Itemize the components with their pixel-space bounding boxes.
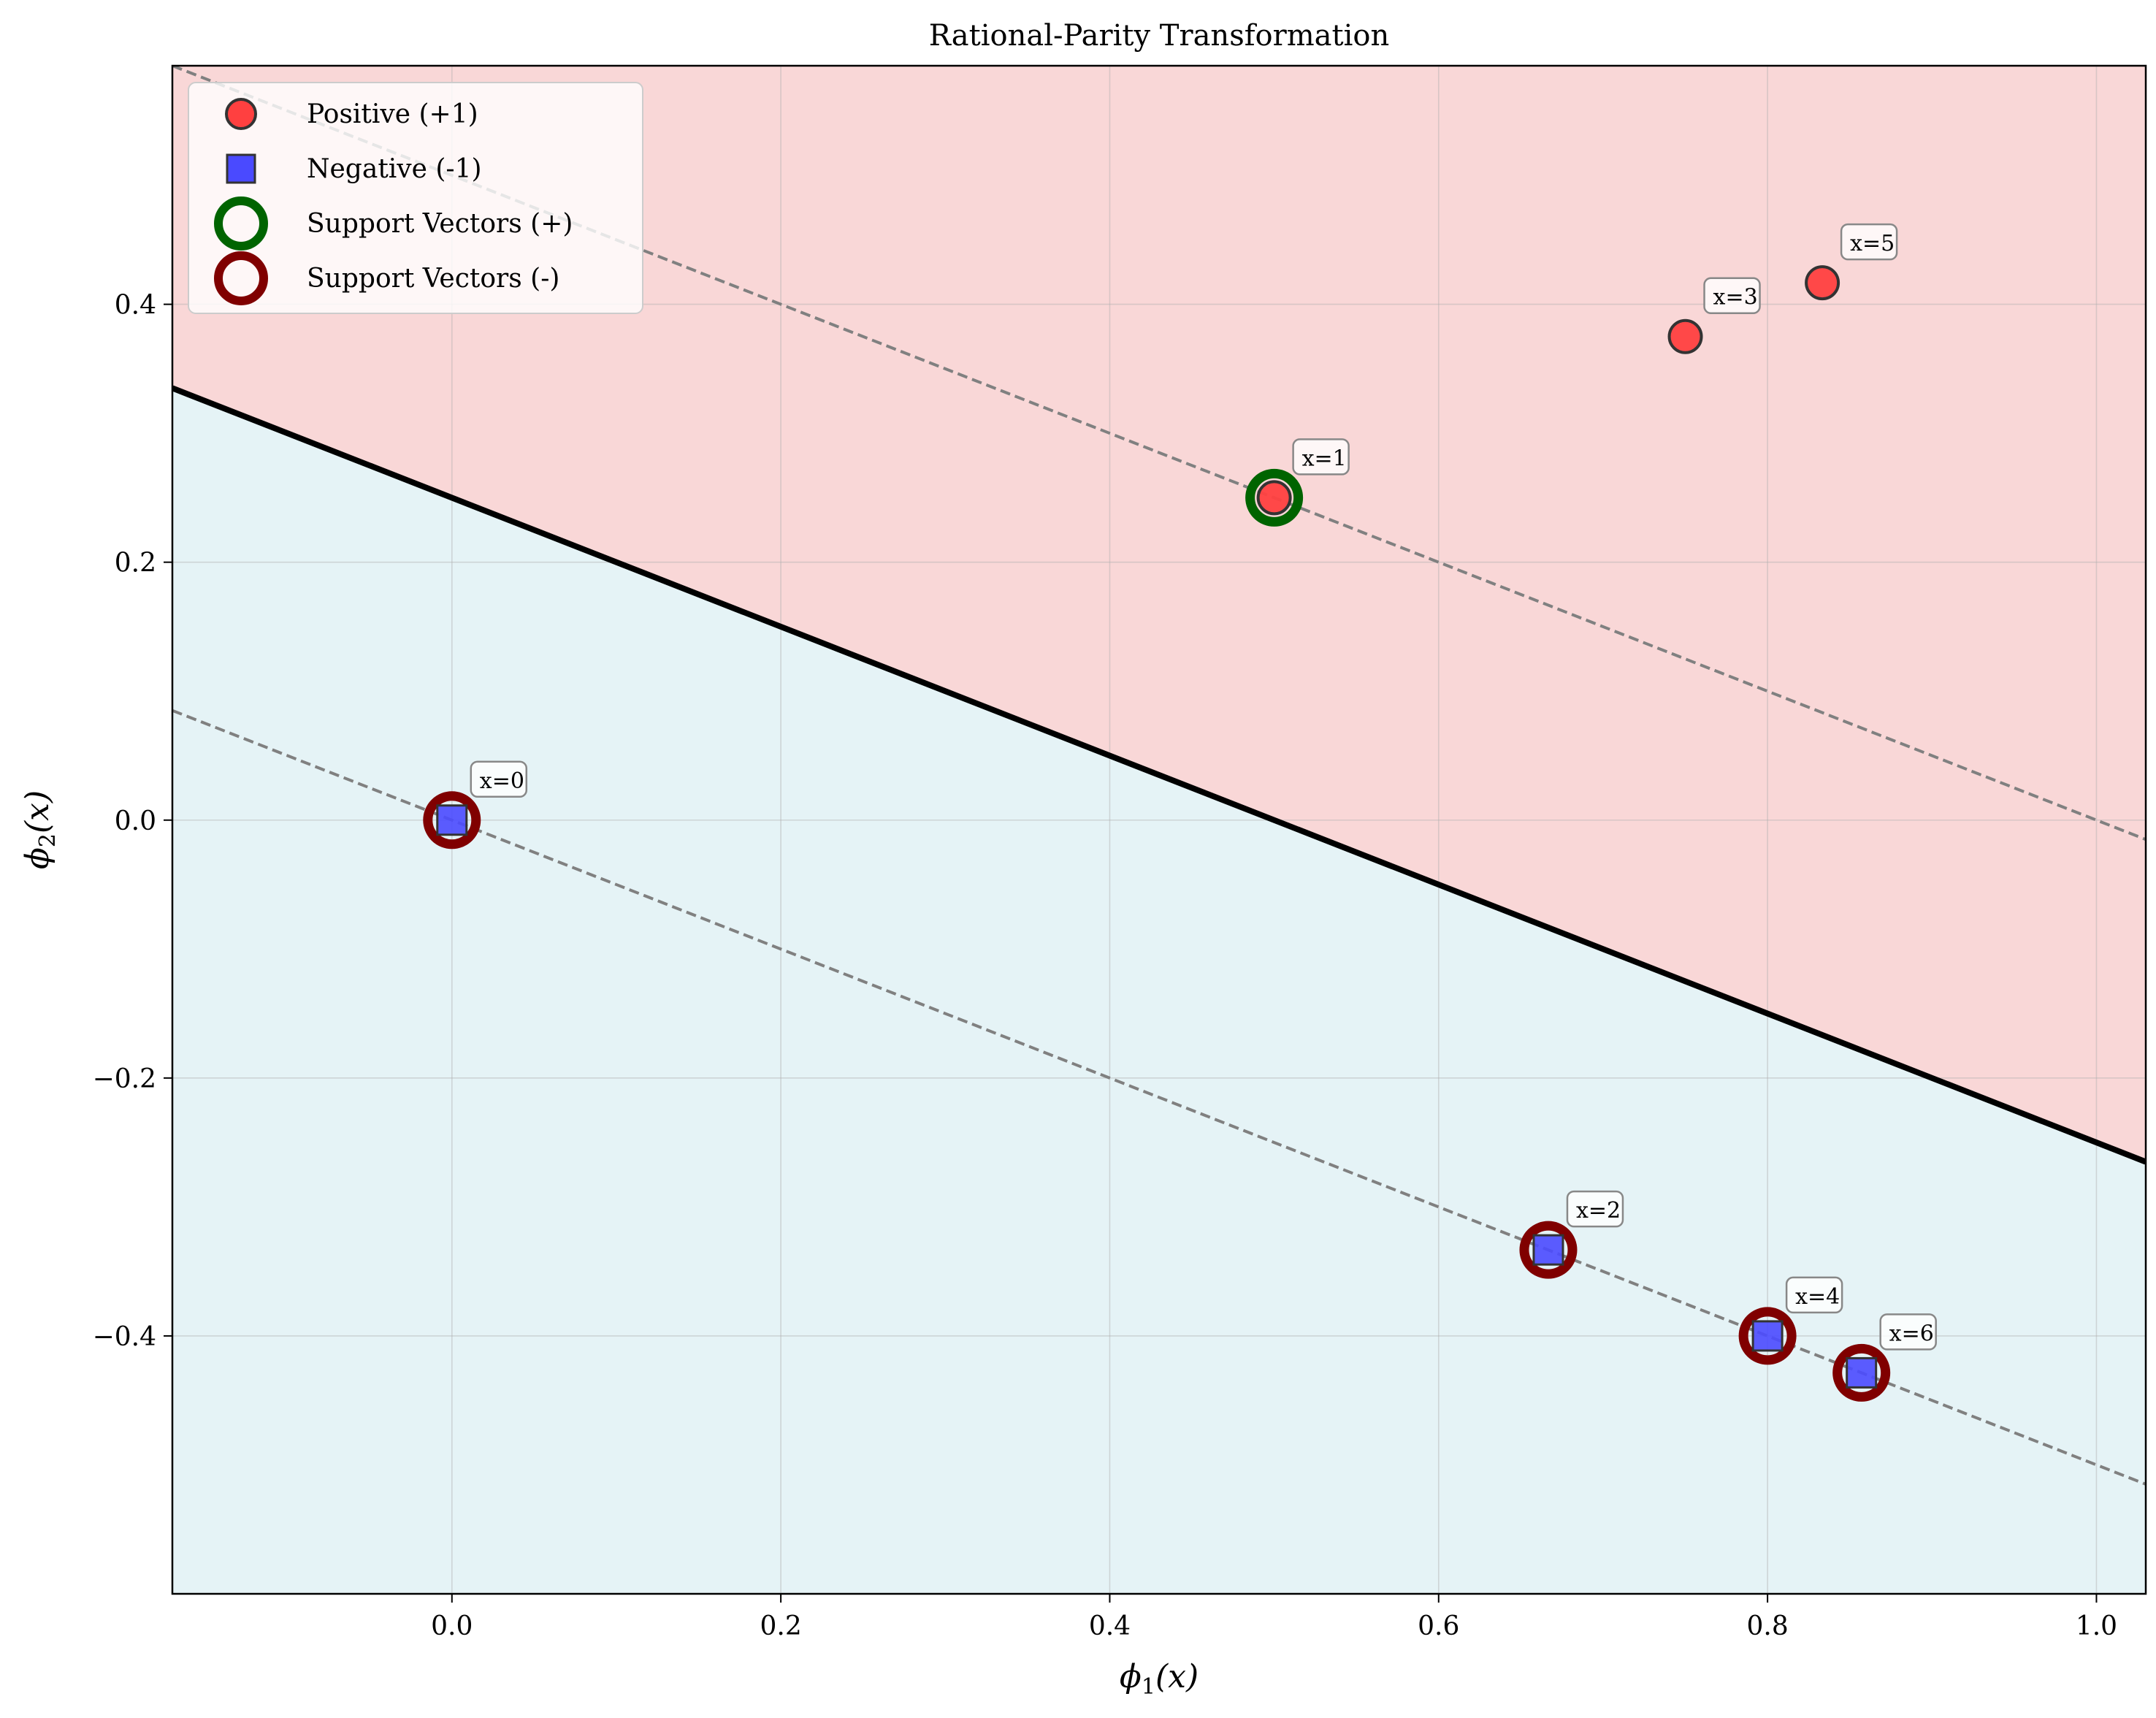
support-vector-ring-1-3 (1832, 1343, 1891, 1402)
chart-title: Rational-Parity Transformation (929, 19, 1389, 53)
legend-label: Negative (-1) (307, 154, 482, 184)
legend-item-0: Positive (+1) (225, 98, 478, 130)
positive-point-2 (1805, 265, 1840, 301)
annotation-x-3: x=3 (1703, 277, 1761, 314)
support-vector-ring-1-2 (1738, 1307, 1797, 1365)
annotation-x-0: x=0 (470, 760, 528, 798)
legend: Positive (+1) Negative (-1) Support Vector… (188, 82, 643, 314)
y-axis-label-arg: (x) (19, 790, 56, 833)
x-tick-label-1: 0.2 (760, 1611, 801, 1641)
negative-point-2 (1751, 1320, 1784, 1352)
plot-area: x=1 x=3 x=5 x=0 x=2 x=4 x=6 (172, 66, 2146, 1594)
negative-region (172, 388, 2146, 1594)
annotation-text: x=2 (1576, 1198, 1621, 1223)
annotation-text: x=6 (1889, 1321, 1934, 1346)
y-axis-label-base: ϕ (19, 847, 56, 869)
legend-marker-ring (214, 251, 268, 305)
negative-point-3 (1846, 1356, 1878, 1389)
legend-box (188, 82, 643, 314)
legend-item-1: Negative (-1) (226, 153, 482, 184)
x-tick-label-2: 0.4 (1089, 1611, 1131, 1641)
positive-region (172, 66, 2146, 1162)
annotation-text: x=0 (480, 768, 524, 794)
x-tick-label-0: 0.0 (431, 1611, 473, 1641)
annotation-text: x=5 (1850, 231, 1895, 256)
decision-boundary (172, 385, 2146, 1165)
legend-label: Positive (+1) (307, 99, 478, 129)
annotation-box (1703, 277, 1761, 314)
annotation-text: x=4 (1795, 1284, 1840, 1310)
x-tick-label-3: 0.6 (1418, 1611, 1459, 1641)
y-axis-label-sub: 2 (35, 833, 61, 847)
annotation-text: x=1 (1302, 446, 1347, 471)
legend-label: Support Vectors (-) (307, 264, 559, 294)
annotation-box (1840, 223, 1898, 261)
x-axis-label-sub: 1 (1142, 1674, 1155, 1700)
positive-point-0 (1256, 480, 1292, 516)
annotation-x-4: x=4 (1785, 1276, 1843, 1314)
legend-marker-square (226, 153, 256, 184)
legend-item-2: Support Vectors (+) (214, 196, 573, 251)
axes: 0.0 0.2 0.4 0.6 0.8 1.0 −0.4 −0.2 0.0 0.2 0.4 (93, 291, 2118, 1641)
annotation-x-2: x=2 (1566, 1190, 1624, 1228)
annotation-box (1292, 438, 1350, 476)
y-tick-label-2: 0.0 (115, 806, 156, 836)
x-axis-label-arg: (x) (1155, 1658, 1199, 1695)
support-vector-ring-1-1 (1519, 1221, 1578, 1279)
legend-item-3: Support Vectors (-) (214, 251, 559, 305)
support-vector-ring-1-0 (423, 791, 481, 850)
positive-point-1 (1667, 318, 1703, 354)
x-tick-label-4: 0.8 (1746, 1611, 1788, 1641)
y-tick-label-1: −0.2 (93, 1064, 156, 1094)
y-axis-label: ϕ2(x) (19, 790, 61, 869)
annotation-text: x=3 (1713, 285, 1758, 310)
annotation-x-6: x=6 (1879, 1313, 1937, 1351)
annotation-box (1879, 1313, 1937, 1351)
x-axis-label: ϕ1(x) (1120, 1658, 1199, 1700)
annotation-x-5: x=5 (1840, 223, 1898, 261)
support-vector-ring-0-0 (1245, 468, 1304, 527)
negative-point-1 (1532, 1234, 1564, 1266)
y-tick-label-4: 0.4 (115, 291, 156, 321)
margin-line-1 (172, 709, 2146, 1486)
annotation-box (470, 760, 528, 798)
annotation-box (1566, 1190, 1624, 1228)
x-axis-label-base: ϕ (1120, 1658, 1142, 1695)
x-tick-label-5: 1.0 (2076, 1611, 2117, 1641)
plot-frame (171, 64, 2147, 1595)
negative-point-0 (436, 804, 468, 836)
legend-marker-ring (214, 196, 268, 251)
legend-marker-circle (225, 98, 257, 130)
annotation-x-1: x=1 (1292, 438, 1350, 476)
y-tick-label-0: −0.4 (93, 1322, 156, 1352)
y-tick-label-3: 0.2 (115, 549, 156, 579)
legend-label: Support Vectors (+) (307, 209, 573, 239)
annotation-box (1785, 1276, 1843, 1314)
